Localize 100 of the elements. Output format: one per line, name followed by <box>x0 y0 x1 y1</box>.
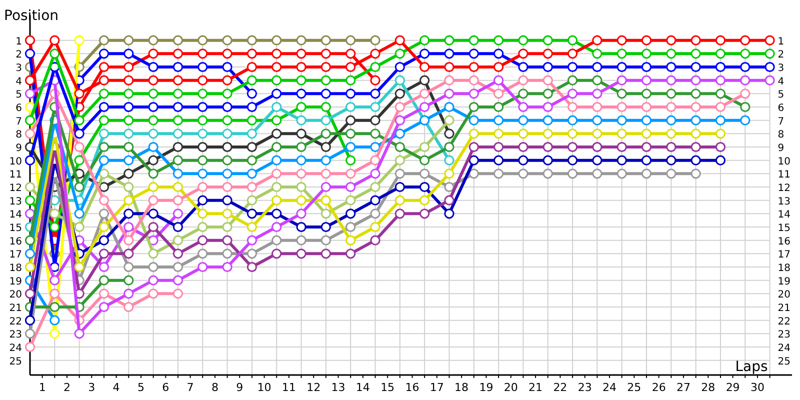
point <box>222 128 232 139</box>
point <box>616 128 627 139</box>
point <box>641 35 652 46</box>
point <box>98 48 110 59</box>
point <box>346 142 356 152</box>
point <box>420 208 430 219</box>
point <box>346 128 356 139</box>
point <box>592 35 602 46</box>
point <box>222 248 232 259</box>
x-tick-label: 2 <box>63 381 70 394</box>
point <box>567 35 578 46</box>
point <box>50 208 60 219</box>
point <box>50 302 60 312</box>
x-tick-label: 1 <box>38 381 46 394</box>
point <box>493 88 504 99</box>
y2-tick-label: 10 <box>778 156 791 168</box>
point <box>518 155 528 166</box>
point <box>616 35 627 46</box>
point <box>296 248 306 259</box>
point <box>124 288 134 299</box>
x-tick-label: 3 <box>88 381 96 394</box>
point <box>740 75 750 86</box>
x-tick-label: 9 <box>236 381 244 394</box>
point <box>198 182 208 192</box>
point <box>641 102 652 112</box>
y2-tick-label: 25 <box>778 356 791 368</box>
x-tick-label: 28 <box>701 381 716 394</box>
point <box>24 342 36 352</box>
point <box>394 168 405 179</box>
point <box>468 88 479 99</box>
point <box>346 195 356 206</box>
point <box>272 128 282 139</box>
point <box>222 142 232 152</box>
y-tick-label: 17 <box>9 250 22 261</box>
point <box>666 88 676 99</box>
point <box>222 88 232 99</box>
point <box>542 35 553 46</box>
point <box>172 235 184 246</box>
point <box>616 168 627 179</box>
point <box>198 208 208 219</box>
point <box>394 115 405 126</box>
point <box>690 48 701 59</box>
point <box>592 75 602 86</box>
point <box>715 102 726 112</box>
point <box>272 155 282 166</box>
point <box>320 155 331 166</box>
point <box>172 182 184 192</box>
point <box>542 48 553 59</box>
point <box>222 115 232 126</box>
point <box>567 62 578 72</box>
point <box>296 182 306 192</box>
point <box>172 88 184 99</box>
point <box>24 315 36 326</box>
point <box>124 262 134 272</box>
x-tick-label: 16 <box>405 381 420 394</box>
x-tick-label: 19 <box>479 381 494 394</box>
point <box>420 168 430 179</box>
point <box>98 88 110 99</box>
point <box>690 75 701 86</box>
point <box>172 75 184 86</box>
point <box>272 195 282 206</box>
point <box>246 35 257 46</box>
point <box>542 155 553 166</box>
point <box>124 275 134 286</box>
point <box>272 48 282 59</box>
point <box>74 88 84 99</box>
y-tick-label: 8 <box>16 130 22 141</box>
y2-tick-label: 3 <box>778 63 784 74</box>
point <box>468 168 479 179</box>
point <box>444 195 454 206</box>
point <box>246 75 257 86</box>
point <box>518 75 528 86</box>
y-tick-label: 21 <box>9 303 22 314</box>
point <box>272 102 282 112</box>
y-tick-label: 9 <box>16 143 22 154</box>
x-tick-label: 8 <box>211 381 218 394</box>
point <box>370 128 380 139</box>
point <box>715 115 726 126</box>
point <box>690 142 701 152</box>
point <box>740 102 750 112</box>
point <box>198 62 208 72</box>
point <box>592 155 602 166</box>
point <box>764 35 775 46</box>
point <box>493 168 504 179</box>
point <box>370 62 380 72</box>
point <box>246 128 257 139</box>
point <box>320 62 331 72</box>
point <box>493 115 504 126</box>
y2-tick-label: 5 <box>778 90 784 101</box>
point <box>493 48 504 59</box>
point <box>74 35 84 46</box>
point <box>468 62 479 72</box>
point <box>641 142 652 152</box>
x-tick-label: 29 <box>726 381 740 394</box>
point <box>148 155 158 166</box>
point <box>740 48 750 59</box>
y-tick-label: 13 <box>9 196 22 208</box>
point <box>98 248 110 259</box>
point <box>468 75 479 86</box>
point <box>24 262 36 272</box>
